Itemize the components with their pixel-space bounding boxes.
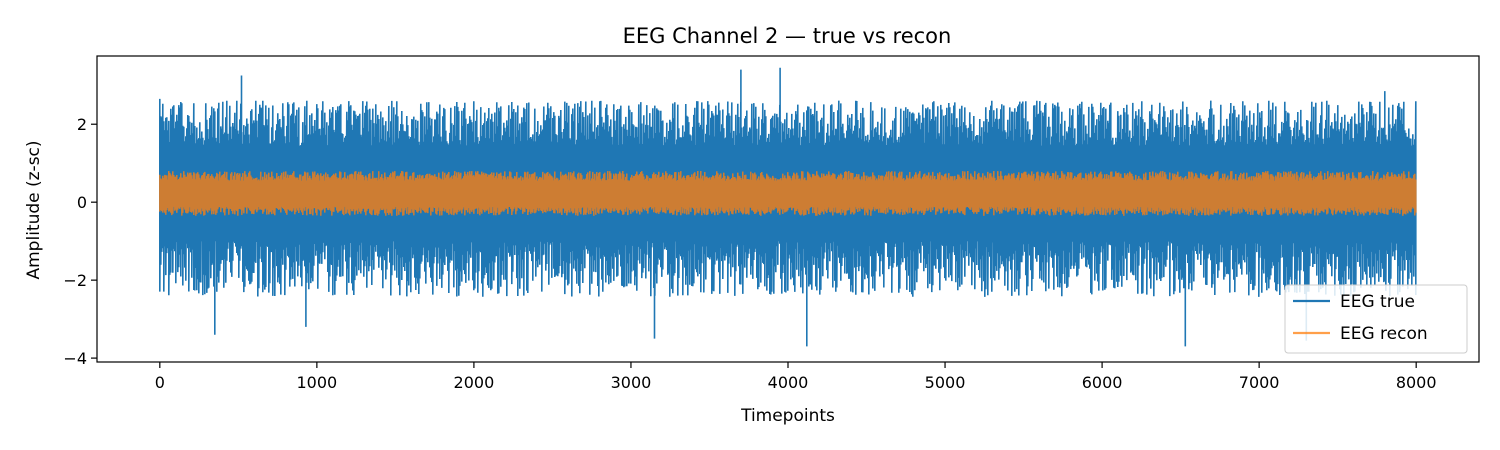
x-tick-label: 4000: [768, 373, 809, 392]
x-tick-label: 5000: [925, 373, 966, 392]
y-axis-label: Amplitude (z-sc): [24, 140, 44, 279]
legend-label-eeg-true: EEG true: [1340, 292, 1415, 312]
series-eeg-recon: [159, 170, 1417, 216]
chart-title: EEG Channel 2 — true vs recon: [623, 24, 952, 48]
x-tick-label: 2000: [454, 373, 495, 392]
x-axis: 0 1000 2000 3000 4000 5000 6000 7000 8000: [155, 362, 1437, 392]
y-tick-label: −2: [63, 271, 87, 290]
legend: EEG true EEG recon: [1284, 284, 1468, 354]
x-tick-label: 8000: [1396, 373, 1437, 392]
y-tick-label: 2: [77, 115, 87, 134]
eeg-true-line: [159, 67, 1417, 347]
legend-box: [1284, 284, 1468, 354]
x-tick-label: 0: [155, 373, 165, 392]
legend-label-eeg-recon: EEG recon: [1340, 324, 1428, 344]
x-tick-label: 1000: [297, 373, 338, 392]
x-axis-label: Timepoints: [740, 406, 835, 426]
eeg-recon-line: [159, 170, 1417, 216]
x-tick-label: 6000: [1082, 373, 1123, 392]
x-tick-label: 3000: [611, 373, 652, 392]
y-tick-label: −4: [63, 349, 87, 368]
series-eeg-true: [159, 67, 1417, 347]
y-tick-label: 0: [77, 193, 87, 212]
y-axis: −4 −2 0 2: [63, 115, 97, 368]
x-tick-label: 7000: [1239, 373, 1280, 392]
